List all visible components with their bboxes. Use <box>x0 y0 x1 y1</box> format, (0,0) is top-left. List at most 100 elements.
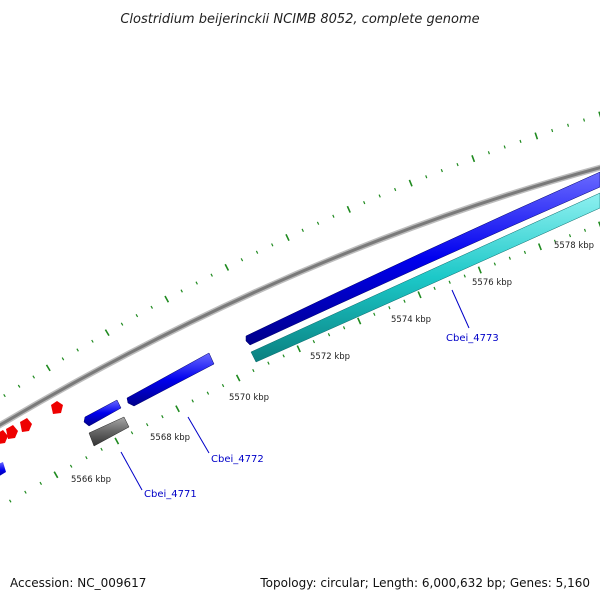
tick-mark <box>471 155 476 163</box>
tick-mark <box>285 233 290 242</box>
tick-mark <box>150 305 154 309</box>
tick-mark <box>553 239 557 243</box>
tick-mark <box>8 499 12 503</box>
topology-text: Topology: circular; Length: 6,000,632 bp… <box>260 576 590 590</box>
gene-label-leader <box>451 289 470 329</box>
tick-mark <box>388 306 391 310</box>
tick-mark <box>76 348 79 352</box>
kbp-label: 5570 kbp <box>229 393 269 403</box>
tick-mark <box>39 481 43 485</box>
accession-text: Accession: NC_009617 <box>10 576 147 590</box>
gene-label-leader <box>120 451 143 491</box>
tick-mark <box>463 274 466 278</box>
tick-mark <box>363 201 366 205</box>
tick-mark <box>332 214 335 218</box>
tick-mark <box>210 273 213 277</box>
tick-mark <box>130 431 134 435</box>
tick-mark <box>135 314 139 318</box>
feature-arrow-red <box>51 401 63 414</box>
tick-mark <box>195 281 198 285</box>
tick-mark <box>235 374 241 382</box>
tick-mark <box>312 340 316 344</box>
tick-mark <box>487 151 490 155</box>
tick-mark <box>224 263 230 271</box>
tick-mark <box>301 228 304 232</box>
feature-arrow-red <box>20 418 32 432</box>
tick-mark <box>433 286 436 291</box>
tick-mark <box>551 128 554 133</box>
tick-mark <box>114 437 120 445</box>
gene-label[interactable]: Cbei_4773 <box>446 333 499 344</box>
kbp-label: 5578 kbp <box>554 241 594 251</box>
tick-mark <box>503 145 506 149</box>
tick-mark <box>24 490 27 494</box>
tick-mark <box>477 266 482 274</box>
tick-mark <box>120 322 124 326</box>
tick-mark <box>583 118 586 122</box>
gene-label-group[interactable]: Cbei_4773 <box>446 289 499 344</box>
tick-mark <box>567 123 570 127</box>
kbp-label: 5574 kbp <box>391 315 431 325</box>
kbp-labels: 5566 kbp 5568 kbp 5570 kbp 5572 kbp 5574… <box>71 241 594 485</box>
tick-mark <box>104 329 110 337</box>
tick-mark <box>373 312 376 316</box>
tick-mark <box>240 258 244 262</box>
kbp-label: 5566 kbp <box>71 475 111 485</box>
tick-mark <box>164 295 170 303</box>
gene-label-group[interactable]: Cbei_4772 <box>187 416 264 465</box>
kbp-label: 5576 kbp <box>472 278 512 288</box>
inner-tick-ring <box>8 221 600 503</box>
tick-mark <box>53 471 59 479</box>
tick-mark <box>282 354 285 358</box>
tick-mark <box>161 415 164 419</box>
tick-mark <box>408 179 413 187</box>
tick-mark <box>342 326 346 330</box>
tick-mark <box>583 228 587 232</box>
tick-mark <box>3 393 6 398</box>
tick-mark <box>69 464 73 468</box>
tick-mark <box>346 205 351 213</box>
tick-mark <box>180 289 183 293</box>
tick-mark <box>493 262 496 266</box>
tick-mark <box>394 187 397 192</box>
tick-mark <box>417 291 422 299</box>
genome-backbone <box>0 164 600 429</box>
tick-mark <box>85 456 88 460</box>
tick-mark <box>175 405 180 413</box>
gene-arrow-blue <box>126 352 215 407</box>
tick-mark <box>456 162 459 167</box>
gene-arrow-cyan <box>250 192 600 363</box>
tick-mark <box>271 243 274 247</box>
tick-mark <box>61 357 65 361</box>
tick-mark <box>357 317 362 325</box>
tick-mark <box>425 175 428 179</box>
tick-mark <box>403 299 406 303</box>
tick-mark <box>508 256 511 260</box>
gene-label[interactable]: Cbei_4771 <box>144 489 197 500</box>
tick-mark <box>378 194 381 198</box>
tick-mark <box>206 391 210 395</box>
tick-mark <box>534 132 539 140</box>
tick-mark <box>17 384 21 388</box>
feature-arrow-red <box>0 430 8 444</box>
tick-mark <box>440 168 443 173</box>
tick-mark <box>448 280 451 284</box>
gene-label-group[interactable]: Cbei_4771 <box>120 451 197 500</box>
gene-label-leader <box>187 416 210 454</box>
kbp-label: 5572 kbp <box>310 352 350 362</box>
tick-mark <box>191 399 194 403</box>
tick-mark <box>45 364 51 372</box>
tick-mark <box>523 250 527 255</box>
tick-mark <box>327 333 331 337</box>
gene-arrow-blue <box>83 399 122 427</box>
feature-arrow-red <box>6 425 18 439</box>
tick-mark <box>252 368 255 373</box>
tick-mark <box>598 111 600 118</box>
tick-mark <box>598 221 600 228</box>
gene-arrow-blue <box>0 462 6 476</box>
gene-arrow-grey <box>88 416 130 447</box>
genome-backbone-core <box>0 166 600 427</box>
tick-mark <box>519 139 522 144</box>
gene-label[interactable]: Cbei_4772 <box>211 454 264 465</box>
